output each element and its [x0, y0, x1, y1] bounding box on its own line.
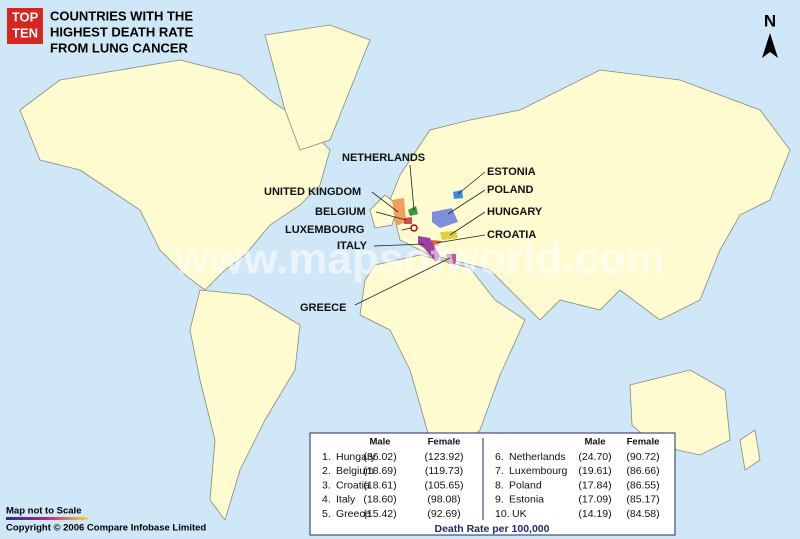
female-rate: (105.65)	[424, 479, 463, 491]
male-rate: (24.70)	[578, 451, 611, 463]
leader-line	[447, 189, 486, 215]
male-rate: (18.69)	[363, 465, 396, 477]
leader-line	[435, 234, 486, 244]
female-rate: (123.92)	[424, 451, 463, 463]
female-rate: (98.08)	[427, 494, 460, 506]
highlighted-countries	[392, 190, 463, 264]
leader-line	[375, 211, 407, 221]
female-rate: (119.73)	[425, 465, 463, 477]
country-label: CROATIA	[487, 229, 536, 241]
leader-line	[457, 171, 486, 195]
country-label: UNITED KINGDOM	[264, 186, 361, 198]
country: Hungary	[336, 451, 376, 463]
table-header: Male	[369, 437, 390, 448]
country: Netherlands	[509, 451, 566, 463]
country-label: GREECE	[300, 302, 346, 314]
north-arrow	[762, 33, 778, 58]
male-rate: (14.19)	[578, 508, 611, 520]
rank: 6.	[495, 451, 504, 463]
country: Greece	[336, 508, 371, 520]
country-label: BELGIUM	[315, 206, 366, 218]
country-label: NETHERLANDS	[342, 152, 425, 164]
leader-line	[401, 227, 412, 231]
table-header: Male	[584, 437, 605, 448]
male-rate: (18.61)	[363, 479, 396, 491]
country: Belgium	[336, 465, 374, 477]
male-rate: (36.02)	[363, 451, 396, 463]
country: Estonia	[509, 494, 544, 506]
rank: 7.	[495, 465, 504, 477]
rank: 9.	[495, 494, 504, 506]
table-caption: Death Rate per 100,000	[435, 523, 550, 535]
table-rows: Male Female Male Female 1. Hungary(36.02) (123…	[322, 437, 660, 520]
rank: 5.	[322, 508, 331, 520]
country-label: HUNGARY	[487, 206, 543, 218]
badge-text: TOP	[12, 9, 39, 24]
country-label: ITALY	[337, 240, 368, 252]
female-rate: (90.72)	[626, 451, 659, 463]
scale-note: Map not to Scale	[6, 506, 81, 517]
male-rate: (17.84)	[578, 479, 611, 491]
leader-lines	[354, 164, 486, 306]
title-line: COUNTRIES WITH THE	[50, 8, 193, 23]
country-labels: NETHERLANDS ESTONIA UNITED KINGDOM POLAND BE…	[264, 152, 543, 314]
legend-table	[309, 432, 676, 536]
landmasses	[19, 24, 791, 521]
leader-line	[449, 211, 486, 236]
leader-line	[354, 257, 451, 306]
country: Luxembourg	[509, 465, 568, 477]
rank: 2.	[322, 465, 331, 477]
leader-line	[371, 191, 399, 213]
copyright: Copyright © 2006 Compare Infobase Limite…	[6, 523, 206, 534]
netherlands	[408, 206, 418, 216]
title-line: HIGHEST DEATH RATE	[50, 24, 194, 39]
table-header: Female	[627, 437, 660, 448]
female-rate: (92.69)	[427, 508, 460, 520]
rank: 8.	[495, 479, 504, 491]
leader-line	[373, 243, 425, 247]
country: UK	[512, 508, 527, 520]
rank: 3.	[322, 479, 331, 491]
rank: 4.	[322, 494, 331, 506]
watermark: www.mapsofworld.com	[174, 235, 665, 284]
badge	[7, 8, 43, 44]
male-rate: (18.60)	[363, 494, 396, 506]
country-label: ESTONIA	[487, 166, 536, 178]
rank: 1.	[322, 451, 331, 463]
italy	[418, 236, 440, 262]
greece	[446, 254, 456, 264]
country: Croatia	[336, 479, 370, 491]
scale-bar	[6, 517, 88, 520]
female-rate: (86.66)	[626, 465, 659, 477]
rank: 10.	[495, 508, 510, 520]
female-rate: (86.55)	[626, 479, 659, 491]
poland	[432, 208, 458, 228]
belgium	[404, 217, 412, 224]
male-rate: (15.42)	[363, 508, 396, 520]
country-label: LUXEMBOURG	[285, 224, 364, 236]
badge-text: TEN	[12, 25, 38, 40]
table-header: Female	[428, 437, 461, 448]
female-rate: (84.58)	[626, 508, 659, 520]
country-label: POLAND	[487, 184, 534, 196]
male-rate: (19.61)	[578, 465, 611, 477]
country: Poland	[509, 479, 542, 491]
male-rate: (17.09)	[578, 494, 611, 506]
female-rate: (85.17)	[626, 494, 659, 506]
title-line: FROM LUNG CANCER	[50, 40, 189, 55]
hungary	[440, 231, 458, 240]
north-label: N	[764, 11, 776, 30]
country: Italy	[336, 494, 356, 506]
leader-line	[409, 164, 415, 211]
